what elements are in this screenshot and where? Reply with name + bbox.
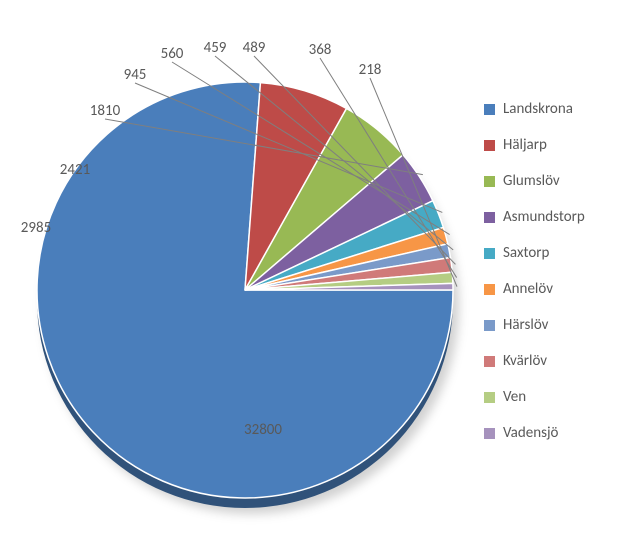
data-label-landskrona: 32800	[244, 421, 282, 439]
legend-swatch	[484, 212, 495, 223]
legend-label: Ven	[503, 388, 526, 406]
legend: Landskrona Häljarp Glumslöv Asmundstorp Saxt…	[484, 100, 624, 460]
data-label-ven: 368	[309, 41, 332, 59]
legend-swatch	[484, 320, 495, 331]
legend-item-saxtorp: Saxtorp	[484, 244, 624, 262]
legend-swatch	[484, 428, 495, 439]
legend-swatch	[484, 248, 495, 259]
legend-swatch	[484, 140, 495, 151]
data-label-häljarp: 2985	[21, 219, 51, 237]
pie-chart-container: 32800 2985 2421 1810945 560 459 489 368 218 Land…	[0, 0, 642, 533]
legend-label: Saxtorp	[503, 244, 549, 262]
legend-label: Vadensjö	[503, 424, 558, 442]
legend-label: Annelöv	[503, 280, 553, 298]
legend-label: Glumslöv	[503, 172, 560, 190]
legend-swatch	[484, 176, 495, 187]
legend-label: Kvärlöv	[503, 352, 547, 370]
legend-label: Landskrona	[503, 100, 573, 118]
legend-item-härslöv: Härslöv	[484, 316, 624, 334]
data-label-glumslöv: 2421	[60, 161, 90, 179]
data-label-kvärlöv: 489	[243, 39, 266, 57]
data-label-asmundstorp: 1810	[90, 102, 120, 120]
legend-item-asmundstorp: Asmundstorp	[484, 208, 624, 226]
data-label-annelöv: 560	[161, 45, 184, 63]
data-label-saxtorp: 945	[124, 66, 147, 84]
legend-label: Härslöv	[503, 316, 548, 334]
legend-swatch	[484, 392, 495, 403]
legend-swatch	[484, 356, 495, 367]
data-label-vadensjö: 218	[359, 61, 382, 79]
legend-item-annelöv: Annelöv	[484, 280, 624, 298]
legend-swatch	[484, 284, 495, 295]
legend-label: Häljarp	[503, 136, 547, 154]
legend-item-landskrona: Landskrona	[484, 100, 624, 118]
legend-item-kvärlöv: Kvärlöv	[484, 352, 624, 370]
legend-item-ven: Ven	[484, 388, 624, 406]
legend-swatch	[484, 104, 495, 115]
legend-item-glumslöv: Glumslöv	[484, 172, 624, 190]
legend-item-häljarp: Häljarp	[484, 136, 624, 154]
legend-label: Asmundstorp	[503, 208, 585, 226]
legend-item-vadensjö: Vadensjö	[484, 424, 624, 442]
data-label-härslöv: 459	[204, 39, 227, 57]
